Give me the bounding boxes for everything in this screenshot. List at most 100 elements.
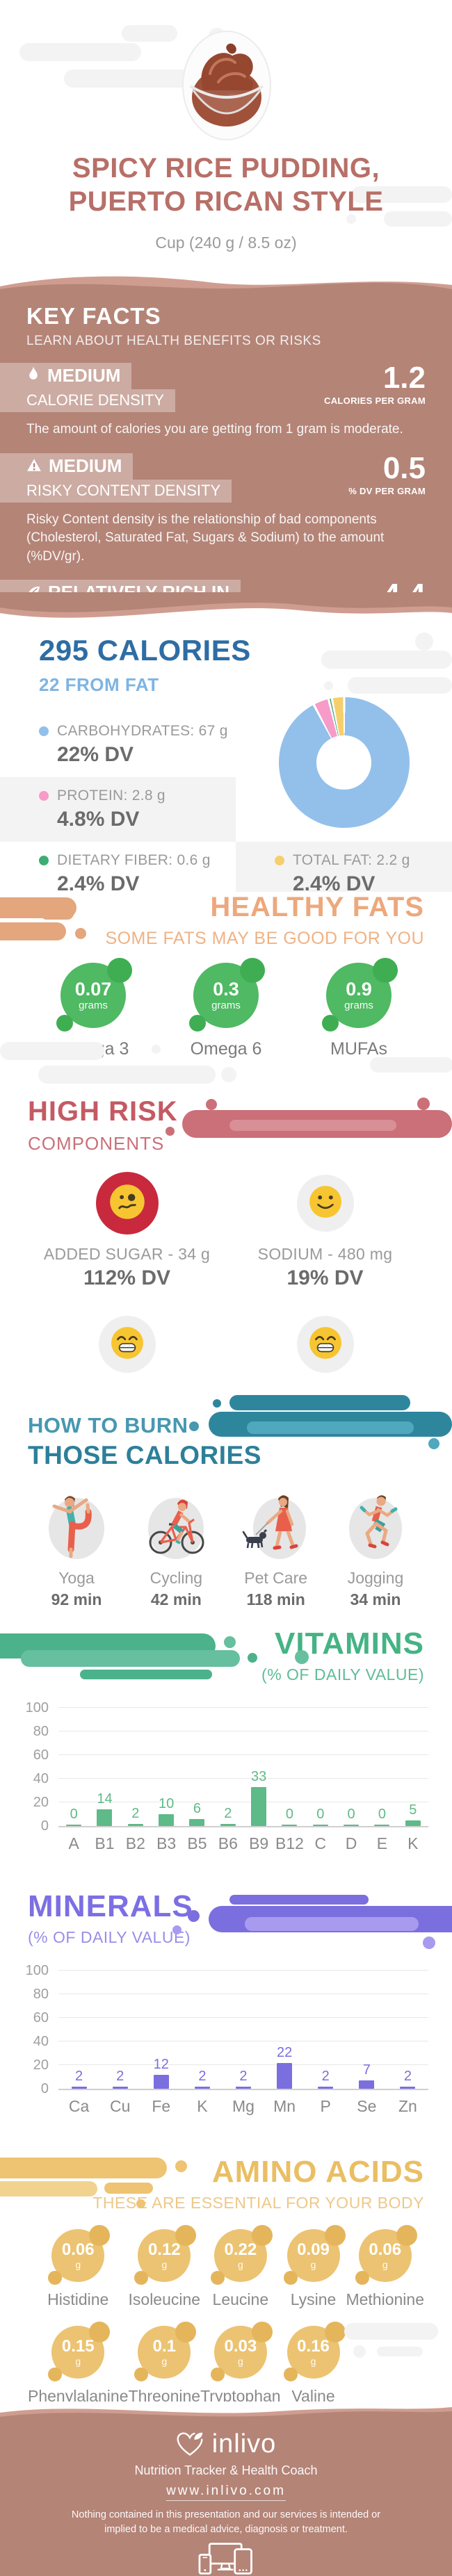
amino-acid-label: Histidine xyxy=(47,2290,109,2308)
healthy-fats-section: HEALTHY FATS SOME FATS MAY BE GOOD FOR Y… xyxy=(0,892,452,1088)
bar-value: 7 xyxy=(362,2062,371,2078)
bar-column: 0 xyxy=(305,1807,336,1826)
minerals-section: MINERALS (% OF DAILY VALUE) 0 20 40 60 80 100… xyxy=(0,1877,452,2148)
x-axis-label: Se xyxy=(357,2097,377,2115)
activity-item: Jogging 34 min xyxy=(327,1488,424,1609)
risk-face-holder xyxy=(28,1311,226,1378)
x-axis-label: K xyxy=(407,1834,419,1852)
decor-blob xyxy=(175,2160,187,2172)
y-tick-label: 20 xyxy=(33,1795,49,1810)
warning-icon xyxy=(26,455,42,477)
macro-item: PROTEIN: 2.8 g 4.8% DV xyxy=(0,777,236,842)
amino-acid-item: 0.15 g Phenylalanine xyxy=(28,2322,129,2402)
minerals-title: MINERALS xyxy=(28,1889,193,1923)
key-facts-section: KEY FACTS LEARN ABOUT HEALTH BENEFITS OR… xyxy=(0,297,452,592)
inlivo-heart-logo-icon xyxy=(177,2431,203,2456)
decor-blob xyxy=(415,633,433,651)
flame-icon xyxy=(26,365,40,386)
bar-column: 2 xyxy=(120,1806,151,1826)
y-tick-label: 40 xyxy=(33,2034,49,2049)
x-axis-label: Fe xyxy=(152,2097,171,2115)
x-axis-label: C xyxy=(314,1834,327,1852)
bar xyxy=(318,2086,334,2089)
macro-top: PROTEIN: 2.8 g xyxy=(39,788,236,804)
amino-acid-unit: g xyxy=(310,2356,316,2367)
key-fact-description: Risky Content density is the relationshi… xyxy=(26,512,385,564)
y-tick-label: 100 xyxy=(25,1700,49,1715)
bar-column: 2 xyxy=(99,2069,140,2089)
healthy-fat-value: 0.9 xyxy=(346,978,372,1000)
website-link[interactable]: www.inlivo.com xyxy=(166,2484,286,2501)
amino-acid-value: 0.03 xyxy=(224,2336,257,2356)
gridline xyxy=(58,2017,428,2018)
activity-label: Yoga xyxy=(58,1569,95,1587)
pudding-bowl-illustration xyxy=(182,31,271,140)
healthy-fat-unit: grams xyxy=(211,1000,241,1012)
vitamins-plot-area: 0 20 40 60 80 100 0 14 2 10 6 2 33 0 0 0 0 5 xyxy=(26,1701,428,1833)
decor-blob xyxy=(384,211,452,227)
macro-label: TOTAL FAT: 2.2 g xyxy=(293,852,410,868)
risk-item: ADDED SUGAR - 34 g 112% DV xyxy=(28,1170,226,1290)
key-fact-unit: % DV PER GRAM xyxy=(348,485,426,496)
bar-value: 0 xyxy=(70,1807,78,1822)
key-fact-value-wrap: 4.4% DV PER CALORIE xyxy=(335,580,426,592)
decor-blob xyxy=(0,922,66,940)
key-fact-value: 4.4 xyxy=(335,580,426,592)
decor-blob xyxy=(417,1098,430,1110)
key-fact-item: MEDIUM RISKY CONTENT DENSITY 0.5% DV PER G… xyxy=(0,453,426,503)
bar-column: 22 xyxy=(264,2045,305,2089)
macro-item: TOTAL FAT: 2.2 g 2.4% DV xyxy=(236,842,452,892)
wave-divider xyxy=(0,592,452,618)
amino-acid-value: 0.09 xyxy=(297,2240,330,2259)
risk-item: SAT. FAT - 0.4 g0% DV xyxy=(226,1311,424,1380)
key-fact-level: MEDIUM xyxy=(0,363,132,389)
y-tick-label: 20 xyxy=(33,2057,49,2073)
gridline xyxy=(58,1970,428,1971)
decor-blob xyxy=(428,1438,439,1449)
jogging-icon xyxy=(341,1488,410,1563)
healthy-fat-item: 0.9 grams MUFAs xyxy=(303,958,414,1059)
brand-row: inlivo xyxy=(0,2428,452,2459)
healthy-fat-label: Omega 6 xyxy=(190,1039,262,1059)
bar-column: 2 xyxy=(387,2069,428,2089)
burn-title-line2: THOSE CALORIES xyxy=(28,1441,261,1469)
amino-acid-unit: g xyxy=(161,2259,168,2271)
high-risk-list: ADDED SUGAR - 34 g 112% DV SODIUM - 480 mg… xyxy=(28,1170,424,1380)
vitamins-subtitle: (% OF DAILY VALUE) xyxy=(261,1665,424,1684)
x-axis-label: Ca xyxy=(68,2097,90,2115)
key-fact-badges: MEDIUM RISKY CONTENT DENSITY xyxy=(0,453,232,503)
amino-acid-value: 0.06 xyxy=(369,2240,402,2259)
amino-acid-label: Phenylalanine xyxy=(28,2387,129,2402)
bar-column: 2 xyxy=(58,2069,99,2089)
gridline xyxy=(58,1707,428,1708)
bar xyxy=(277,2062,293,2089)
amino-acid-unit: g xyxy=(161,2356,168,2367)
amino-acid-blob: 0.12 g xyxy=(134,2225,197,2285)
bar-column: 10 xyxy=(151,1796,181,1826)
decor-blob xyxy=(40,907,74,920)
key-fact-value-wrap: 0.5% DV PER GRAM xyxy=(348,453,426,496)
amino-acid-value: 0.12 xyxy=(147,2240,181,2259)
bar-value: 0 xyxy=(347,1807,355,1822)
y-tick-label: 80 xyxy=(33,1987,49,2002)
risk-face-holder xyxy=(226,1170,424,1237)
bar-column: 5 xyxy=(398,1802,428,1826)
bars-row: 2 2 12 2 2 22 2 7 2 xyxy=(58,1971,428,2089)
activity-duration: 34 min xyxy=(350,1590,401,1608)
bar xyxy=(312,1825,328,1826)
grin-face-icon xyxy=(308,1326,343,1364)
footer-tagline: Nutrition Tracker & Health Coach xyxy=(134,2463,318,2477)
decor-blob xyxy=(377,2347,423,2356)
activity-item: Pet Care 118 min xyxy=(227,1488,325,1609)
amino-acid-blob: 0.15 g xyxy=(48,2322,111,2381)
amino-acid-value: 0.16 xyxy=(297,2336,330,2356)
decor-blob xyxy=(0,2181,97,2196)
y-tick-label: 0 xyxy=(40,2081,49,2096)
bar-value: 12 xyxy=(153,2056,169,2072)
decor-blob xyxy=(172,1925,181,1934)
amino-acid-value: 0.06 xyxy=(61,2240,95,2259)
high-risk-subtitle: COMPONENTS xyxy=(28,1133,165,1154)
decor-blob xyxy=(324,681,333,690)
bar xyxy=(374,1825,390,1826)
